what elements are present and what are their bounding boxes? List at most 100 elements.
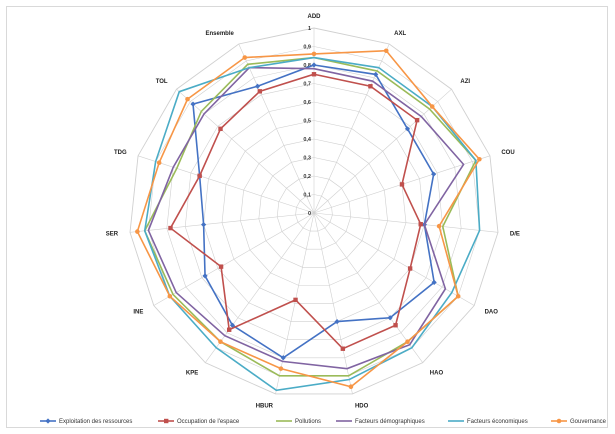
data-point xyxy=(373,71,379,78)
data-point xyxy=(399,182,405,187)
series-4 xyxy=(147,66,465,370)
axis-label: SER xyxy=(106,232,119,238)
data-point xyxy=(455,293,461,299)
data-point xyxy=(387,315,393,321)
grid-ring xyxy=(129,27,499,395)
legend-label: Facteurs démographiques xyxy=(355,419,425,425)
tick-label: 0,3 xyxy=(303,156,311,162)
data-point xyxy=(280,355,286,361)
grid-spoke xyxy=(137,155,315,214)
data-point xyxy=(404,126,411,132)
axis-label: TDG xyxy=(114,150,127,156)
grid-spoke xyxy=(313,212,353,395)
legend-marker xyxy=(45,418,51,424)
data-point xyxy=(414,117,420,123)
tick-label: 0,5 xyxy=(303,119,311,125)
tick-label: 1 xyxy=(308,26,311,32)
axis-label: Ensemble xyxy=(206,31,235,37)
grid-ring xyxy=(221,120,407,304)
grid-spoke xyxy=(129,212,315,233)
data-point xyxy=(278,366,284,371)
data-point xyxy=(340,346,346,351)
data-point xyxy=(431,279,437,285)
series-layer xyxy=(135,48,482,392)
data-point xyxy=(254,83,261,89)
grid-spoke xyxy=(176,88,315,214)
tick-label: 0,8 xyxy=(303,63,311,69)
series-2 xyxy=(168,72,423,351)
series-1 xyxy=(190,62,437,361)
grid-spoke xyxy=(238,43,315,214)
series-line xyxy=(192,64,436,359)
grid-ring xyxy=(258,157,370,268)
tick-label: 0,1 xyxy=(303,193,311,199)
axis-label: TOL xyxy=(156,79,168,85)
axis-label: DAO xyxy=(485,310,499,316)
series-line xyxy=(143,56,481,392)
data-point xyxy=(167,293,173,299)
data-point xyxy=(168,225,173,231)
tick-label: 0,4 xyxy=(303,137,312,143)
data-point xyxy=(218,264,224,269)
series-5 xyxy=(143,56,481,392)
legend-item: Gouvernance xyxy=(551,418,607,425)
legend-item: Facteurs économiques xyxy=(448,419,528,425)
legend-item: Pollutions xyxy=(276,419,321,425)
grid-ring xyxy=(184,83,444,340)
data-point xyxy=(348,384,354,390)
axis-labels: ADD AXL AZI COU D/E DAO HAO HDO HBUR KPE INE SER TDG… xyxy=(106,14,520,410)
grid-ring xyxy=(276,175,352,250)
grid-spoke xyxy=(313,43,390,214)
grid-ring xyxy=(295,194,333,232)
grid-spoke xyxy=(313,88,452,214)
data-point xyxy=(202,273,208,279)
legend-label: Exploitation des ressources xyxy=(59,419,132,425)
legend-label: Pollutions xyxy=(295,419,321,425)
data-point xyxy=(197,173,202,179)
data-point xyxy=(190,101,196,107)
data-point xyxy=(436,223,442,229)
data-point xyxy=(229,322,236,328)
legend: Exploitation des ressources Occupation de… xyxy=(40,418,607,425)
legend-label: Gouvernance xyxy=(570,419,607,425)
data-point xyxy=(218,126,223,132)
data-point xyxy=(405,339,410,345)
data-point xyxy=(418,222,423,227)
grid-spoke xyxy=(205,212,315,363)
legend-item: Facteurs démographiques xyxy=(336,419,425,425)
data-point xyxy=(477,156,482,162)
data-point xyxy=(135,229,140,234)
tick-label: 0,2 xyxy=(303,174,311,180)
tick-label: 0,6 xyxy=(303,100,311,106)
axis-label: KPE xyxy=(186,370,198,376)
series-line xyxy=(147,66,465,370)
axis-label: HBUR xyxy=(256,404,274,410)
grid-layer xyxy=(129,27,499,395)
data-point xyxy=(218,339,223,345)
legend-item: Exploitation des ressources xyxy=(40,418,132,425)
axis-label: INE xyxy=(133,310,143,316)
series-6 xyxy=(135,48,482,390)
data-point xyxy=(311,72,317,77)
data-point xyxy=(368,84,373,89)
axis-label: COU xyxy=(501,150,514,156)
grid-spoke xyxy=(313,212,475,306)
legend-marker xyxy=(556,418,562,424)
data-point xyxy=(393,323,398,328)
data-point xyxy=(311,51,317,57)
data-point xyxy=(242,55,248,60)
data-point xyxy=(429,104,435,109)
data-point xyxy=(334,318,340,325)
legend-label: Occupation de l'espace xyxy=(177,419,240,425)
data-point xyxy=(383,48,389,54)
series-line xyxy=(136,49,481,388)
grid-spoke xyxy=(275,212,315,395)
tick-labels: 0 0,1 0,2 0,3 0,4 0,5 0,6 0,7 0,8 0,9 1 xyxy=(303,26,312,217)
grid-spoke xyxy=(313,212,423,363)
data-point xyxy=(431,171,437,177)
grid-spoke xyxy=(153,212,315,306)
axis-label: D/E xyxy=(510,232,520,238)
axis-label: ADD xyxy=(308,14,322,20)
axis-label: HDO xyxy=(355,404,369,410)
